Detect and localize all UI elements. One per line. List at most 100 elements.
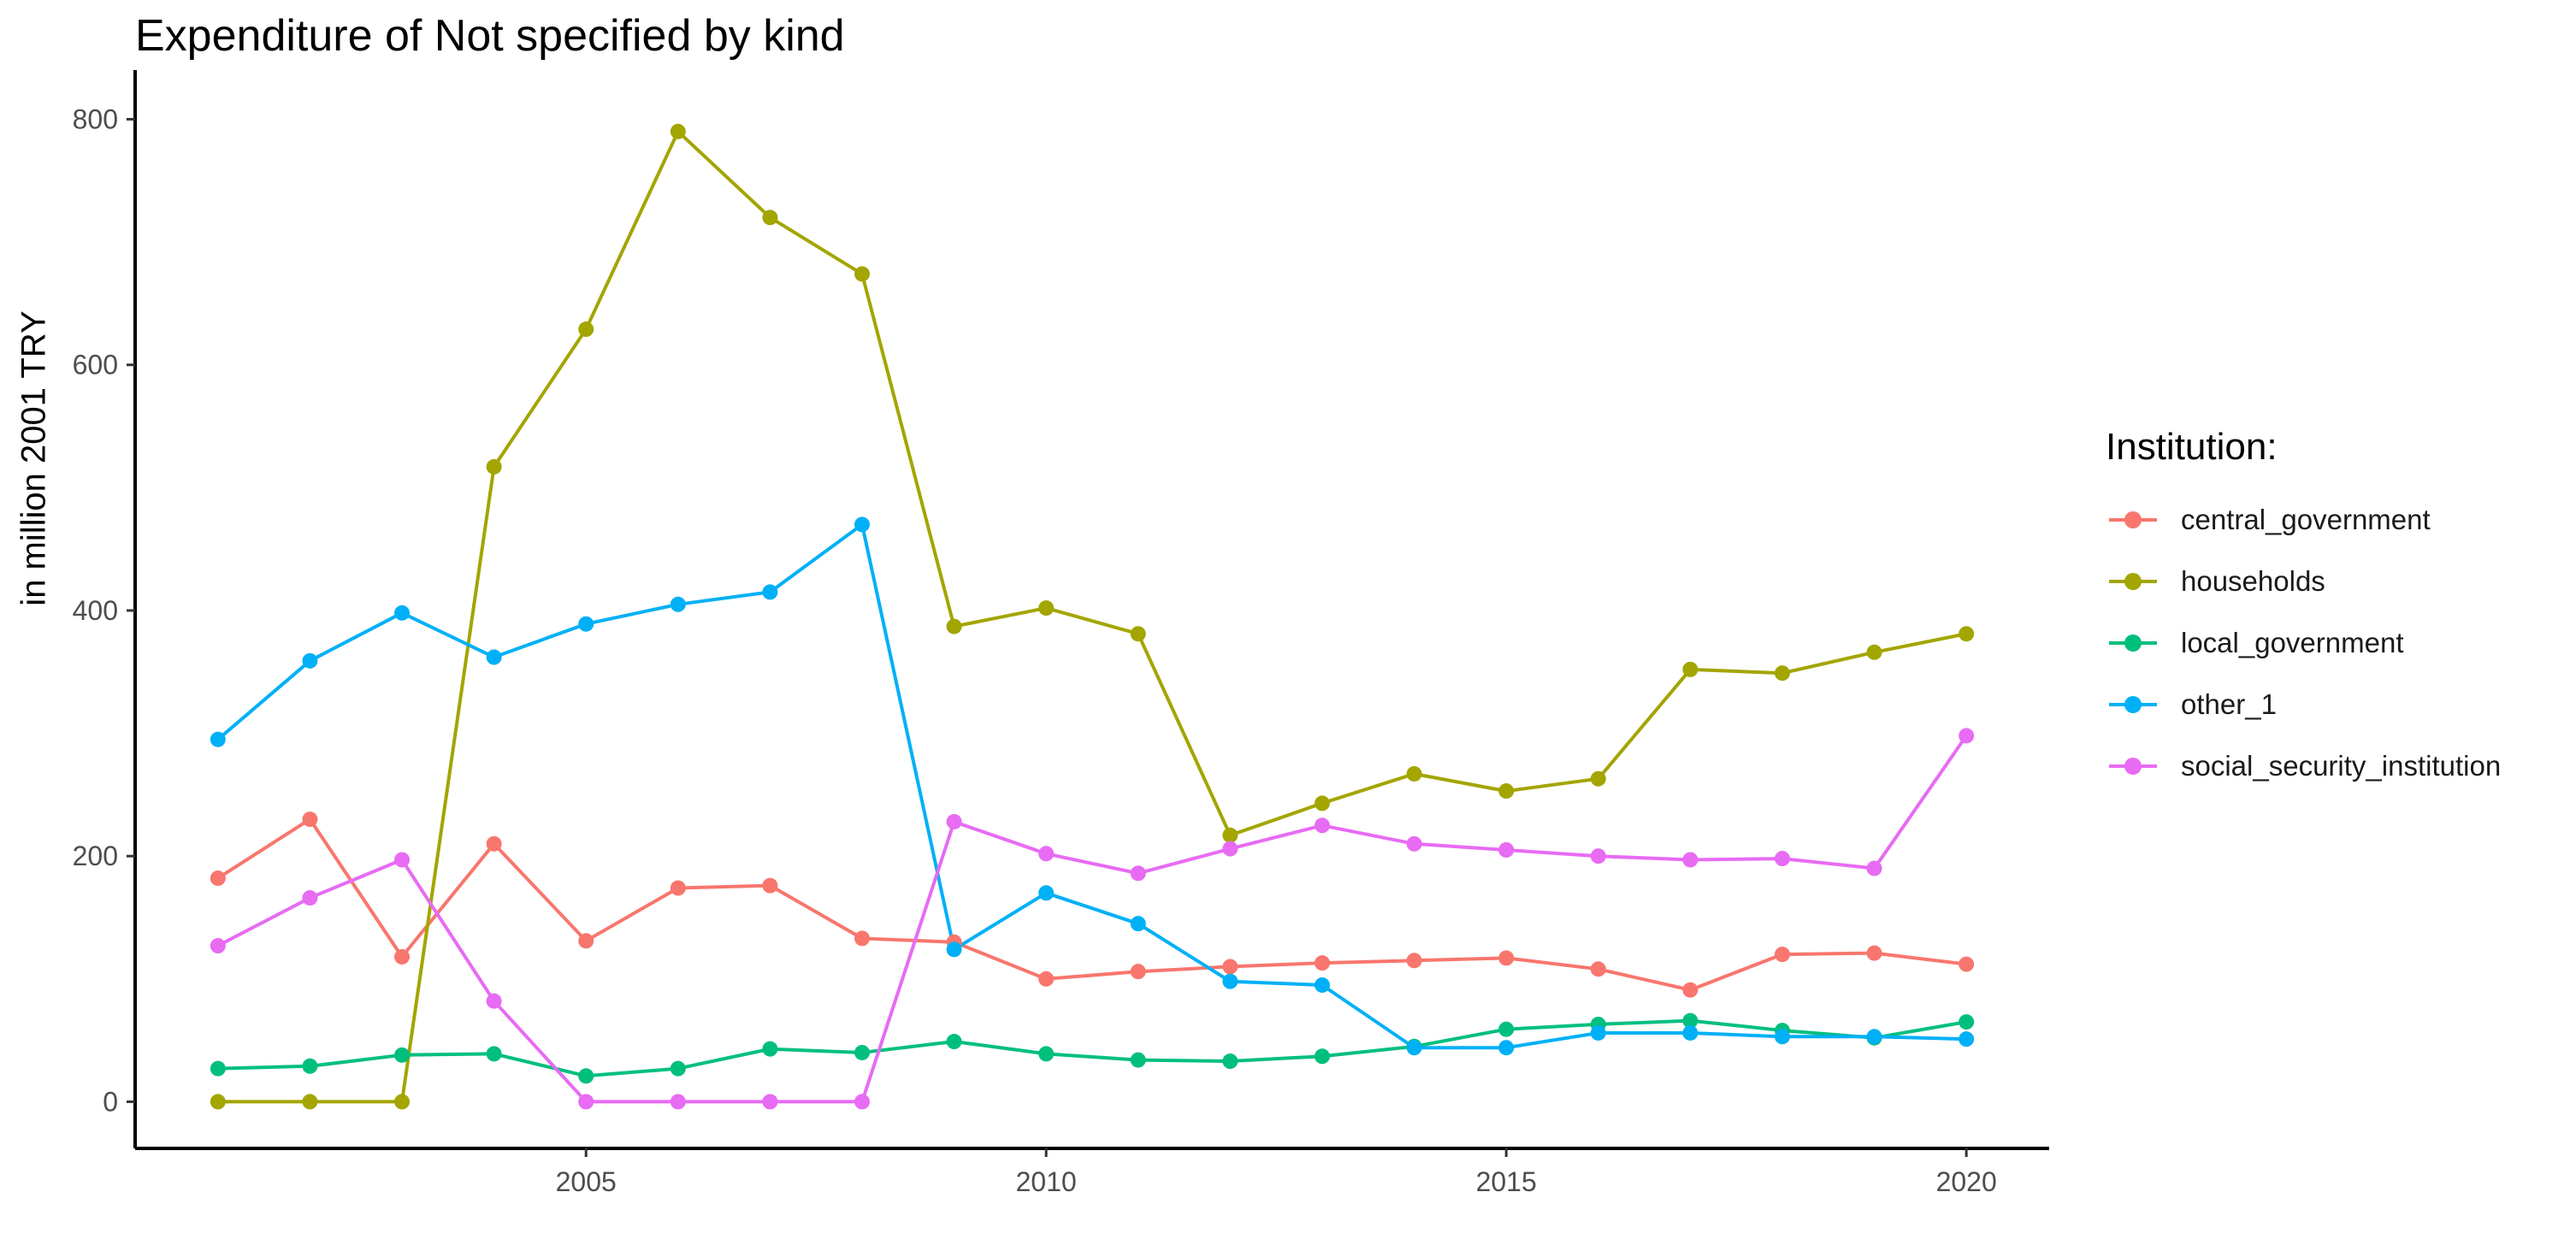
data-point-other_1 xyxy=(1866,1029,1882,1045)
data-point-local_government xyxy=(1682,1012,1699,1029)
data-point-households xyxy=(210,1094,226,1110)
data-point-social_security_institution xyxy=(1866,860,1882,876)
x-tick-label: 2020 xyxy=(1936,1166,1997,1197)
series-line-central_government xyxy=(216,817,1967,992)
data-point-other_1 xyxy=(1130,916,1146,932)
data-point-social_security_institution xyxy=(1498,841,1515,858)
y-tick-label: 800 xyxy=(73,103,118,134)
data-point-other_1 xyxy=(1682,1024,1699,1041)
series-points xyxy=(210,123,1975,1110)
data-point-other_1 xyxy=(854,516,871,533)
legend-item-social_security_institution: social_security_institution xyxy=(2106,735,2501,797)
legend-label: local_government xyxy=(2181,627,2404,658)
data-point-central_government xyxy=(1498,950,1515,966)
data-point-other_1 xyxy=(670,596,686,612)
x-tick-label: 2010 xyxy=(1016,1166,1077,1197)
legend-items: central_government households local_govern… xyxy=(2106,489,2501,797)
data-point-households xyxy=(486,458,502,475)
data-point-households xyxy=(1959,626,1975,642)
series-line-households xyxy=(217,129,1967,1104)
data-point-central_government xyxy=(1774,947,1790,963)
series-line-local_government xyxy=(217,1018,1967,1078)
legend-item-central_government: central_government xyxy=(2106,489,2501,551)
series-lines xyxy=(216,129,1968,1104)
data-point-local_government xyxy=(1498,1021,1515,1037)
data-point-social_security_institution xyxy=(302,890,318,906)
data-point-local_government xyxy=(1130,1052,1146,1068)
legend-key xyxy=(2106,503,2160,537)
data-point-social_security_institution xyxy=(1774,851,1790,867)
data-point-other_1 xyxy=(1222,973,1238,989)
data-point-local_government xyxy=(578,1068,594,1084)
legend-label: social_security_institution xyxy=(2181,750,2502,782)
data-point-other_1 xyxy=(1406,1040,1422,1056)
data-point-local_government xyxy=(1959,1014,1975,1030)
data-point-local_government xyxy=(1314,1048,1330,1065)
legend-label: households xyxy=(2181,565,2325,597)
data-point-central_government xyxy=(670,880,686,896)
data-point-central_government xyxy=(1866,945,1882,961)
data-point-households xyxy=(762,210,778,226)
series-line-social_security_institution xyxy=(216,735,1968,1104)
data-point-local_government xyxy=(762,1041,778,1057)
data-point-social_security_institution xyxy=(578,1094,594,1110)
data-point-other_1 xyxy=(486,649,502,665)
data-point-central_government xyxy=(1314,955,1330,971)
legend-key xyxy=(2106,626,2160,660)
data-point-local_government xyxy=(1038,1046,1055,1062)
data-point-central_government xyxy=(394,948,411,965)
data-point-local_government xyxy=(394,1047,411,1063)
data-point-local_government xyxy=(670,1060,686,1077)
data-point-social_security_institution xyxy=(1038,846,1055,862)
legend-key xyxy=(2106,749,2160,783)
data-point-central_government xyxy=(486,835,502,852)
data-point-social_security_institution xyxy=(1682,852,1699,868)
legend-label: central_government xyxy=(2181,504,2431,535)
x-tick-label: 2005 xyxy=(556,1166,617,1197)
data-point-central_government xyxy=(1959,956,1975,972)
legend-item-other_1: other_1 xyxy=(2106,674,2501,735)
x-tick-label: 2015 xyxy=(1476,1166,1537,1197)
data-point-social_security_institution xyxy=(1314,817,1330,834)
data-point-households xyxy=(1406,765,1422,782)
data-point-central_government xyxy=(1222,959,1238,975)
data-point-households xyxy=(670,123,686,139)
data-point-central_government xyxy=(1130,964,1146,980)
data-point-social_security_institution xyxy=(210,938,226,954)
data-point-other_1 xyxy=(1959,1031,1975,1048)
data-point-other_1 xyxy=(210,731,226,747)
data-point-households xyxy=(1682,661,1699,677)
data-point-local_government xyxy=(946,1034,962,1050)
data-point-central_government xyxy=(1038,971,1055,987)
data-point-households xyxy=(1498,783,1515,800)
data-point-households xyxy=(578,322,594,338)
data-point-other_1 xyxy=(578,616,594,632)
series-line-other_1 xyxy=(216,522,1967,1050)
data-point-households xyxy=(854,266,871,282)
data-point-other_1 xyxy=(762,584,778,600)
axes: 0 200 400 600 800 2005 2010 2015 2020 xyxy=(73,70,2049,1197)
data-point-social_security_institution xyxy=(854,1094,871,1110)
data-point-households xyxy=(394,1094,411,1110)
data-point-central_government xyxy=(578,933,594,949)
data-point-central_government xyxy=(762,877,778,894)
data-point-social_security_institution xyxy=(1406,835,1422,852)
data-point-households xyxy=(302,1094,318,1110)
data-point-central_government xyxy=(1590,961,1606,977)
data-point-social_security_institution xyxy=(486,993,502,1009)
data-point-households xyxy=(946,618,962,634)
data-point-social_security_institution xyxy=(394,852,411,868)
data-point-local_government xyxy=(210,1060,226,1077)
data-point-social_security_institution xyxy=(1130,865,1146,882)
data-point-social_security_institution xyxy=(946,813,962,829)
data-point-central_government xyxy=(1682,982,1699,998)
data-point-other_1 xyxy=(302,652,318,669)
legend-key xyxy=(2106,564,2160,599)
y-axis-label: in million 2001 TRY xyxy=(15,310,53,606)
data-point-other_1 xyxy=(1038,885,1055,901)
y-tick-label: 200 xyxy=(73,841,118,871)
data-point-households xyxy=(1590,770,1606,787)
data-point-social_security_institution xyxy=(1222,841,1238,857)
data-point-central_government xyxy=(210,870,226,887)
legend-item-local_government: local_government xyxy=(2106,612,2501,674)
